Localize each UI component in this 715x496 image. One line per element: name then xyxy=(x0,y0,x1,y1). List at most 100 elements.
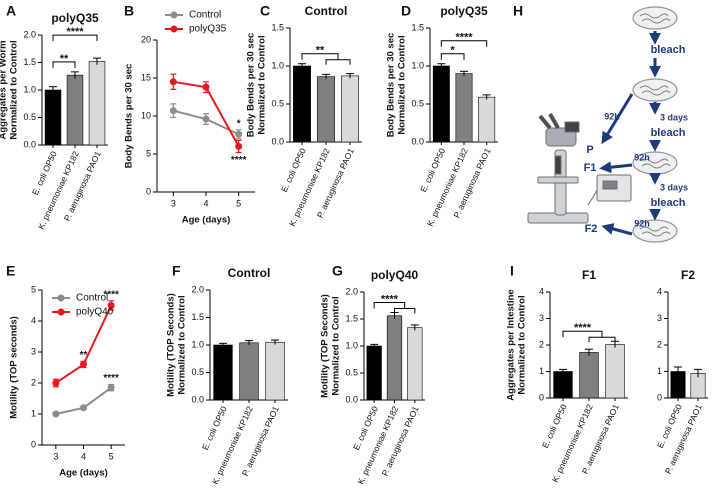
legend-marker xyxy=(170,25,178,33)
significance-bracket xyxy=(440,40,488,47)
y-tick-label: 0 xyxy=(657,392,662,402)
panel-label: A xyxy=(6,3,16,19)
chart-title: polyQ35 xyxy=(440,4,488,18)
bar xyxy=(366,345,382,401)
x-tick-label: E. coli OP50 xyxy=(540,402,569,449)
legend-label: Control xyxy=(76,293,108,304)
diagram-label: P xyxy=(586,144,593,156)
y-tick-label: 0 xyxy=(31,439,36,449)
significance-bracket xyxy=(562,330,616,343)
y-axis-label: Normalized to Control xyxy=(257,35,268,134)
y-tick-label: 0.0 xyxy=(191,394,204,404)
y-tick-label: 2.0 xyxy=(345,286,358,296)
y-tick-label: 1.5 xyxy=(411,22,424,32)
significance-label: **** xyxy=(574,322,592,334)
x-tick-label: 4 xyxy=(203,198,208,208)
panel-label: E xyxy=(6,263,15,279)
y-tick-label: 5 xyxy=(146,148,151,158)
bar xyxy=(478,96,496,143)
bracket-line xyxy=(52,34,98,42)
diagram-label: bleach xyxy=(651,127,686,139)
x-tick-label: 4 xyxy=(81,451,86,461)
point xyxy=(80,360,87,368)
y-axis-label: Body Bends per 30 sec xyxy=(124,64,135,169)
y-tick-label: 0.0 xyxy=(271,136,284,146)
bar xyxy=(44,89,62,146)
significance-bracket xyxy=(301,53,351,65)
significance-label: ** xyxy=(60,53,69,65)
bar xyxy=(386,315,403,401)
y-tick-label: 0 xyxy=(146,186,151,196)
y-axis-label: Motility (TOP Seconds) xyxy=(320,294,331,398)
error-bar xyxy=(460,70,468,76)
legend-marker xyxy=(170,11,178,19)
bar xyxy=(239,342,259,401)
y-tick-label: 1 xyxy=(31,408,36,418)
y-axis-label: Normalized to Control xyxy=(177,295,188,394)
workflow-diagram: H xyxy=(513,3,678,243)
bar xyxy=(579,352,599,399)
x-axis-label: Age (days) xyxy=(182,215,231,226)
y-tick-label: 1 xyxy=(657,366,662,376)
panel-label: C xyxy=(260,3,270,19)
significance-label: ** xyxy=(80,350,88,361)
y-tick-label: 2 xyxy=(539,339,544,349)
point xyxy=(202,83,210,91)
x-tick-label: 3 xyxy=(171,198,176,208)
significance-label: **** xyxy=(231,155,247,166)
point xyxy=(107,384,115,392)
chart-title: F1 xyxy=(582,268,596,282)
significance-label: * xyxy=(237,118,241,129)
y-tick-label: 10 xyxy=(141,110,151,120)
bracket-line xyxy=(373,302,416,314)
y-tick-label: 2 xyxy=(657,339,662,349)
bar xyxy=(455,73,473,143)
significance-label: **** xyxy=(103,373,119,384)
point xyxy=(169,107,177,115)
y-tick-label: 20 xyxy=(141,34,151,44)
y-tick-label: 2.0 xyxy=(23,29,36,39)
bar xyxy=(432,65,450,143)
bracket-line xyxy=(440,40,488,47)
y-tick-label: 1.0 xyxy=(345,340,358,350)
significance-label: **** xyxy=(455,32,473,44)
y-axis-label: Body Bends per 30 sec xyxy=(386,33,397,138)
significance-bracket xyxy=(373,302,416,314)
bar xyxy=(213,344,233,401)
point xyxy=(202,115,210,123)
legend-label: polyQ40 xyxy=(76,307,114,318)
x-tick-label: 5 xyxy=(236,198,241,208)
y-axis-label: Body Bends per 30 sec xyxy=(246,33,257,138)
y-axis-label: Normalized to Control xyxy=(517,295,528,394)
y-tick-label: 0.5 xyxy=(411,98,424,108)
y-axis-label: Normalized to Control xyxy=(397,35,408,134)
point xyxy=(107,302,115,309)
point xyxy=(52,410,60,418)
bar xyxy=(293,65,311,143)
bar xyxy=(88,61,106,146)
panel-label: H xyxy=(513,3,523,19)
point xyxy=(52,379,60,387)
panel-label: F xyxy=(172,263,181,279)
chart-title: Control xyxy=(228,266,271,280)
chart-title: polyQ40 xyxy=(371,268,419,282)
error-bar xyxy=(370,343,379,348)
y-tick-label: 1.5 xyxy=(271,22,284,32)
y-tick-label: 1.0 xyxy=(23,84,36,94)
y-tick-label: 15 xyxy=(141,72,151,82)
error-bar xyxy=(271,339,279,345)
y-tick-label: 1.0 xyxy=(191,339,204,349)
microscope xyxy=(527,113,632,224)
x-tick-label: 3 xyxy=(53,451,58,461)
bracket-line xyxy=(301,53,351,65)
y-tick-label: 0.5 xyxy=(345,367,358,377)
error-bar xyxy=(346,73,354,79)
bar xyxy=(407,327,423,401)
bar xyxy=(66,74,84,146)
bracket-line xyxy=(52,61,76,68)
y-tick-label: 1.5 xyxy=(191,312,204,322)
bar xyxy=(341,75,359,143)
x-tick-label: 5 xyxy=(109,451,114,461)
y-tick-label: 3 xyxy=(31,346,36,356)
bar xyxy=(265,341,285,401)
